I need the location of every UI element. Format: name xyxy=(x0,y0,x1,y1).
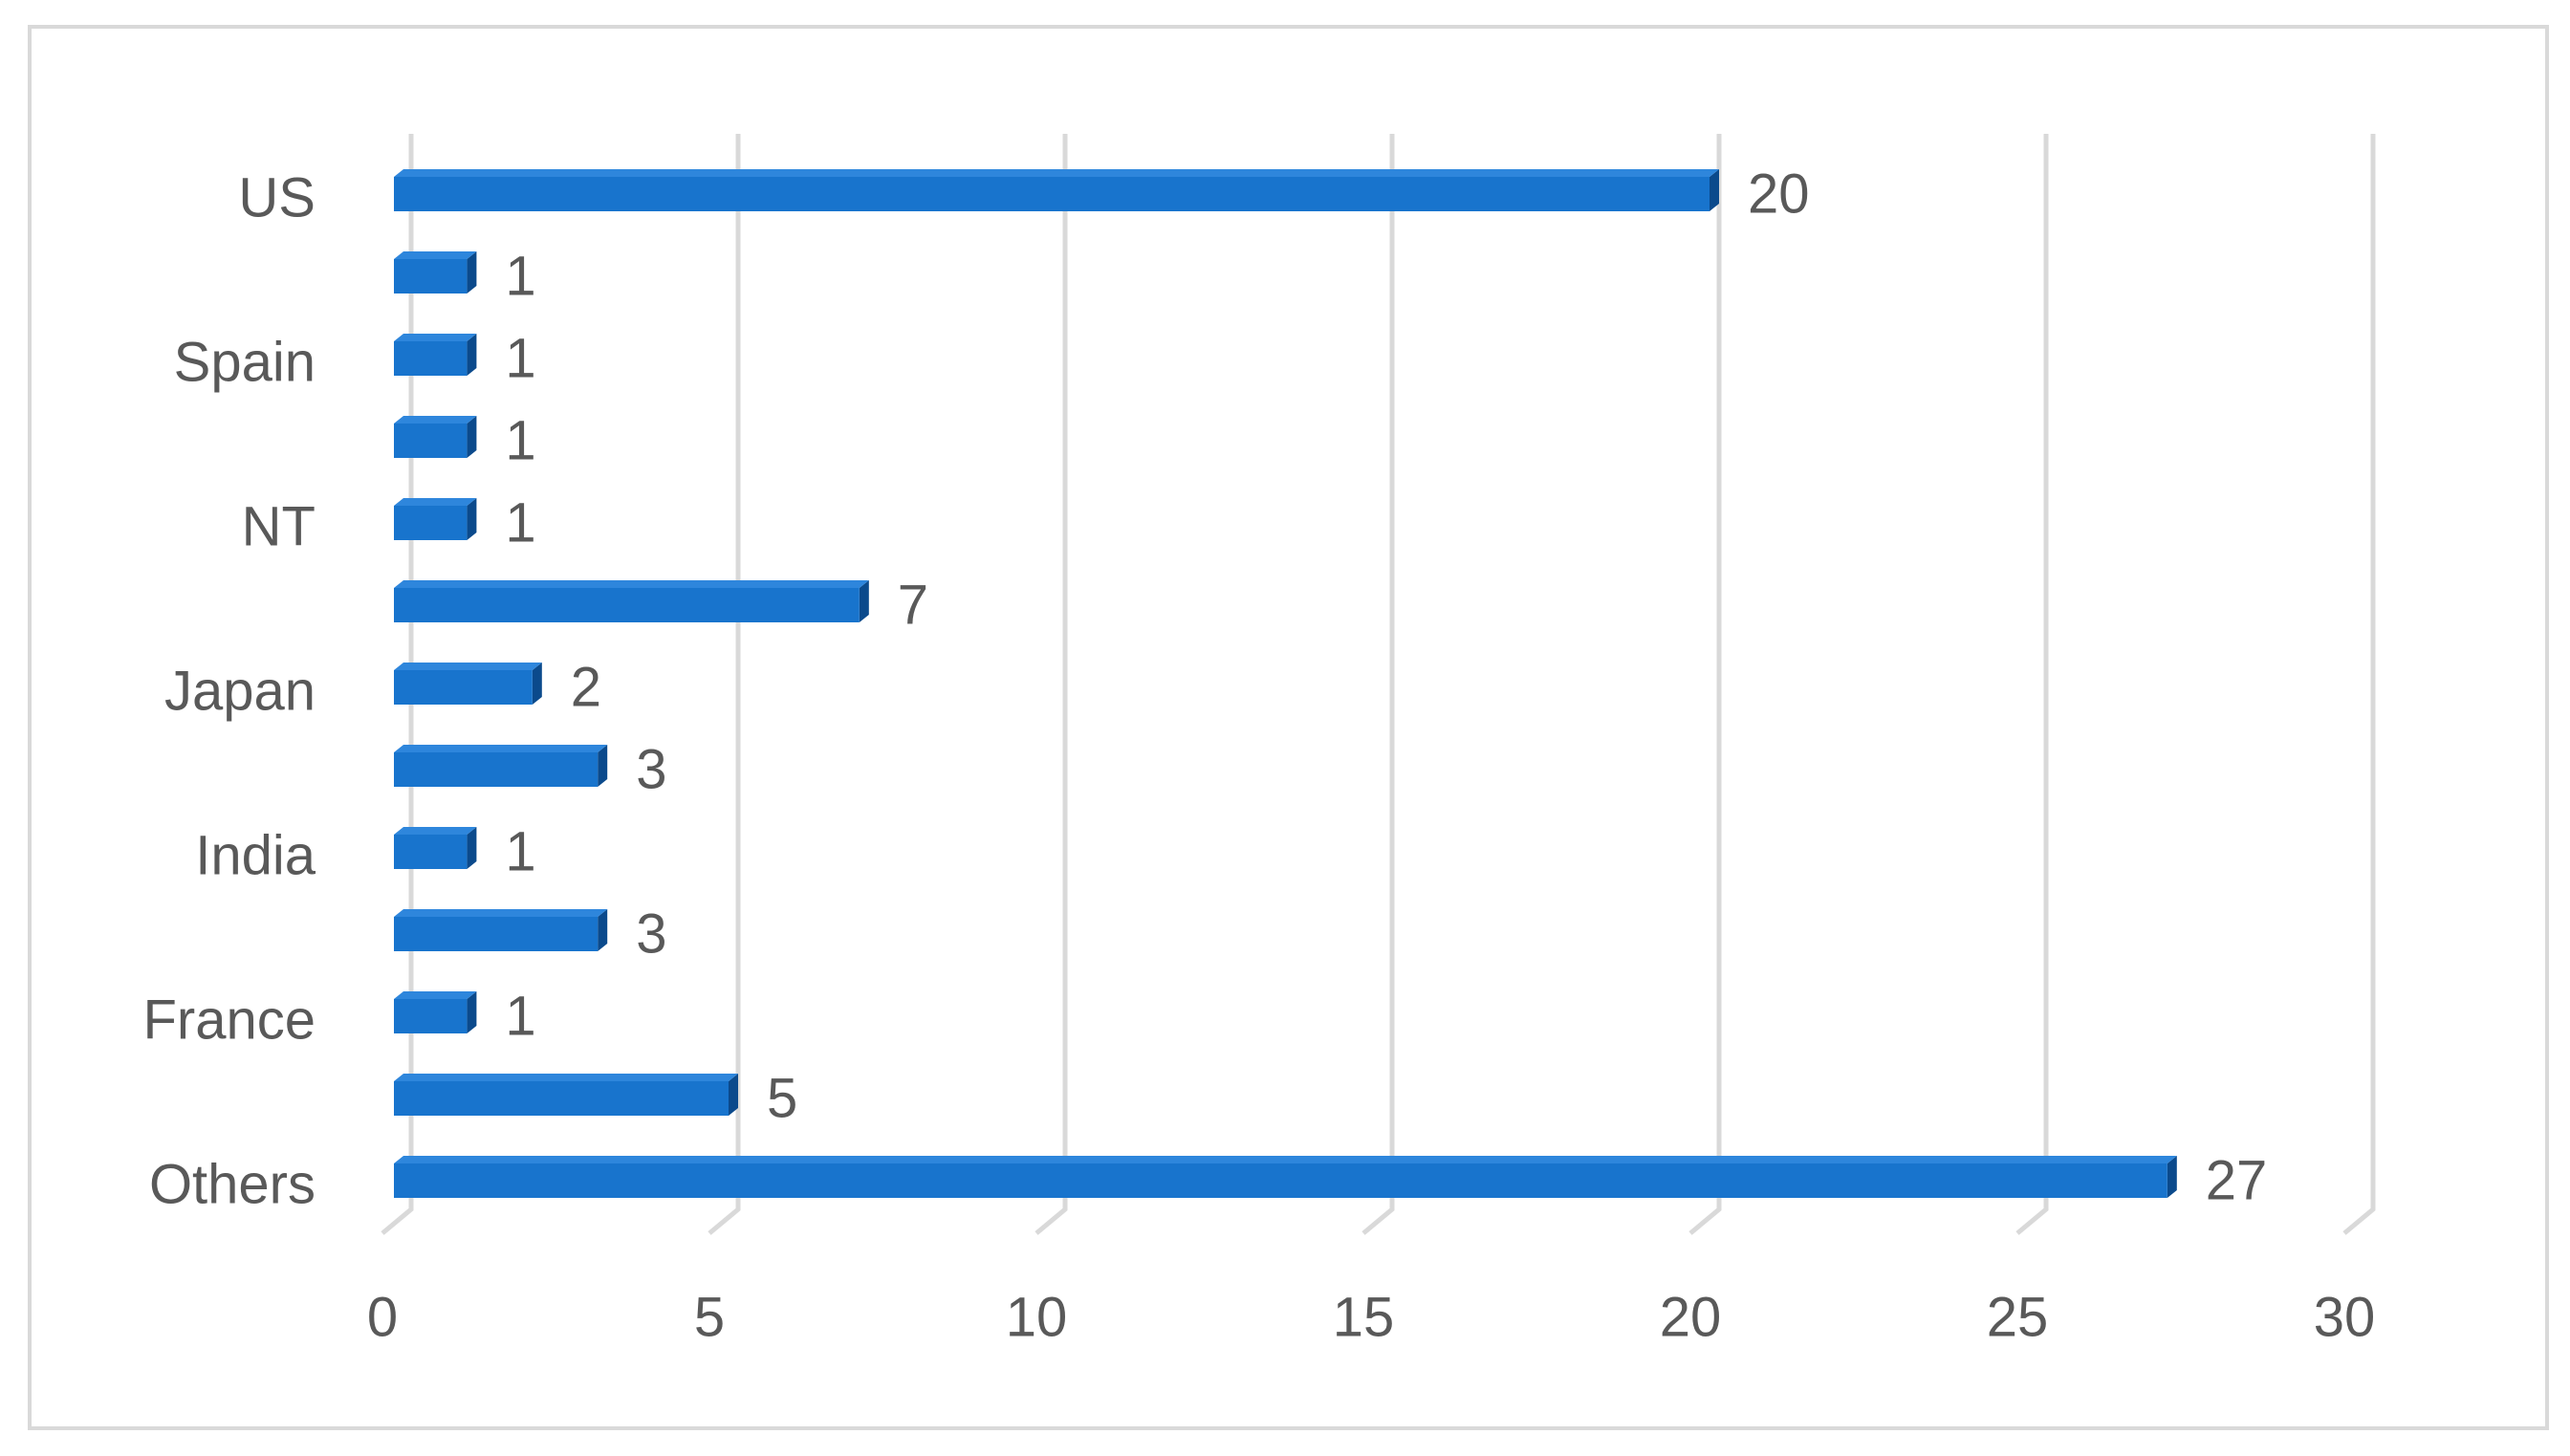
y-tick-label: France xyxy=(142,989,316,1051)
x-tick-label: 0 xyxy=(367,1286,398,1348)
value-label: 1 xyxy=(505,985,535,1047)
bar-top xyxy=(394,498,477,506)
value-label: 3 xyxy=(636,902,666,965)
grid-line xyxy=(1361,134,1395,1235)
grid-line xyxy=(1688,134,1722,1235)
bar-side xyxy=(598,909,608,951)
bar-side xyxy=(467,334,477,376)
x-tick-label: 5 xyxy=(694,1286,725,1348)
value-label: 27 xyxy=(2206,1149,2268,1211)
y-tick-label: Japan xyxy=(164,660,316,722)
x-tick-label: 30 xyxy=(2314,1286,2376,1348)
bar xyxy=(394,1081,729,1116)
bar-top xyxy=(394,745,608,752)
value-label: 20 xyxy=(1748,163,1810,225)
bar-top xyxy=(394,909,608,917)
bar-side xyxy=(859,580,869,622)
value-label: 1 xyxy=(505,409,535,471)
x-tick-label: 10 xyxy=(1006,1286,1068,1348)
bar-top xyxy=(394,416,477,424)
bar-top xyxy=(394,251,477,259)
bar-top xyxy=(394,1156,2177,1163)
bar-side xyxy=(729,1074,738,1116)
bar xyxy=(394,177,1710,211)
bar xyxy=(394,424,468,458)
bar xyxy=(394,259,468,293)
y-tick-label: Others xyxy=(149,1153,316,1215)
bar xyxy=(394,917,599,951)
bar xyxy=(394,506,468,540)
y-tick-label: India xyxy=(195,824,316,886)
value-label: 1 xyxy=(505,491,535,554)
bar-top xyxy=(394,991,477,999)
chart-border xyxy=(28,25,2549,1430)
bar-top xyxy=(394,580,869,588)
bar-top xyxy=(394,827,477,835)
bar-side xyxy=(467,991,477,1033)
bar-side xyxy=(1710,169,1719,211)
bar-side xyxy=(2167,1156,2177,1198)
bar xyxy=(394,588,860,622)
bar xyxy=(394,341,468,376)
bar-side xyxy=(467,251,477,293)
value-label: 1 xyxy=(505,327,535,389)
value-label: 5 xyxy=(767,1067,797,1129)
value-label: 1 xyxy=(505,245,535,307)
value-label: 2 xyxy=(571,656,601,718)
y-tick-label: NT xyxy=(242,495,316,557)
bar-top xyxy=(394,169,1719,177)
value-label: 1 xyxy=(505,820,535,882)
bar xyxy=(394,835,468,869)
x-tick-label: 20 xyxy=(1660,1286,1722,1348)
grid-line xyxy=(2342,134,2376,1235)
grid-line xyxy=(708,134,741,1235)
bar-side xyxy=(467,498,477,540)
value-label: 3 xyxy=(636,738,666,800)
x-tick-label: 15 xyxy=(1333,1286,1395,1348)
bar-top xyxy=(394,1074,738,1081)
bar-side xyxy=(598,745,608,787)
bar xyxy=(394,999,468,1033)
bar-side xyxy=(467,827,477,869)
bar-side xyxy=(532,663,542,705)
bar-top xyxy=(394,663,542,670)
bar-side xyxy=(467,416,477,458)
y-tick-label: Spain xyxy=(174,331,316,393)
bar xyxy=(394,752,599,787)
grid-line xyxy=(2015,134,2049,1235)
bar xyxy=(394,1163,2167,1198)
grid-line xyxy=(381,134,414,1235)
x-tick-label: 25 xyxy=(1987,1286,2049,1348)
bar-top xyxy=(394,334,477,341)
y-tick-label: US xyxy=(238,166,316,228)
bar xyxy=(394,670,533,705)
grid-line xyxy=(1035,134,1068,1235)
value-label: 7 xyxy=(898,574,928,636)
